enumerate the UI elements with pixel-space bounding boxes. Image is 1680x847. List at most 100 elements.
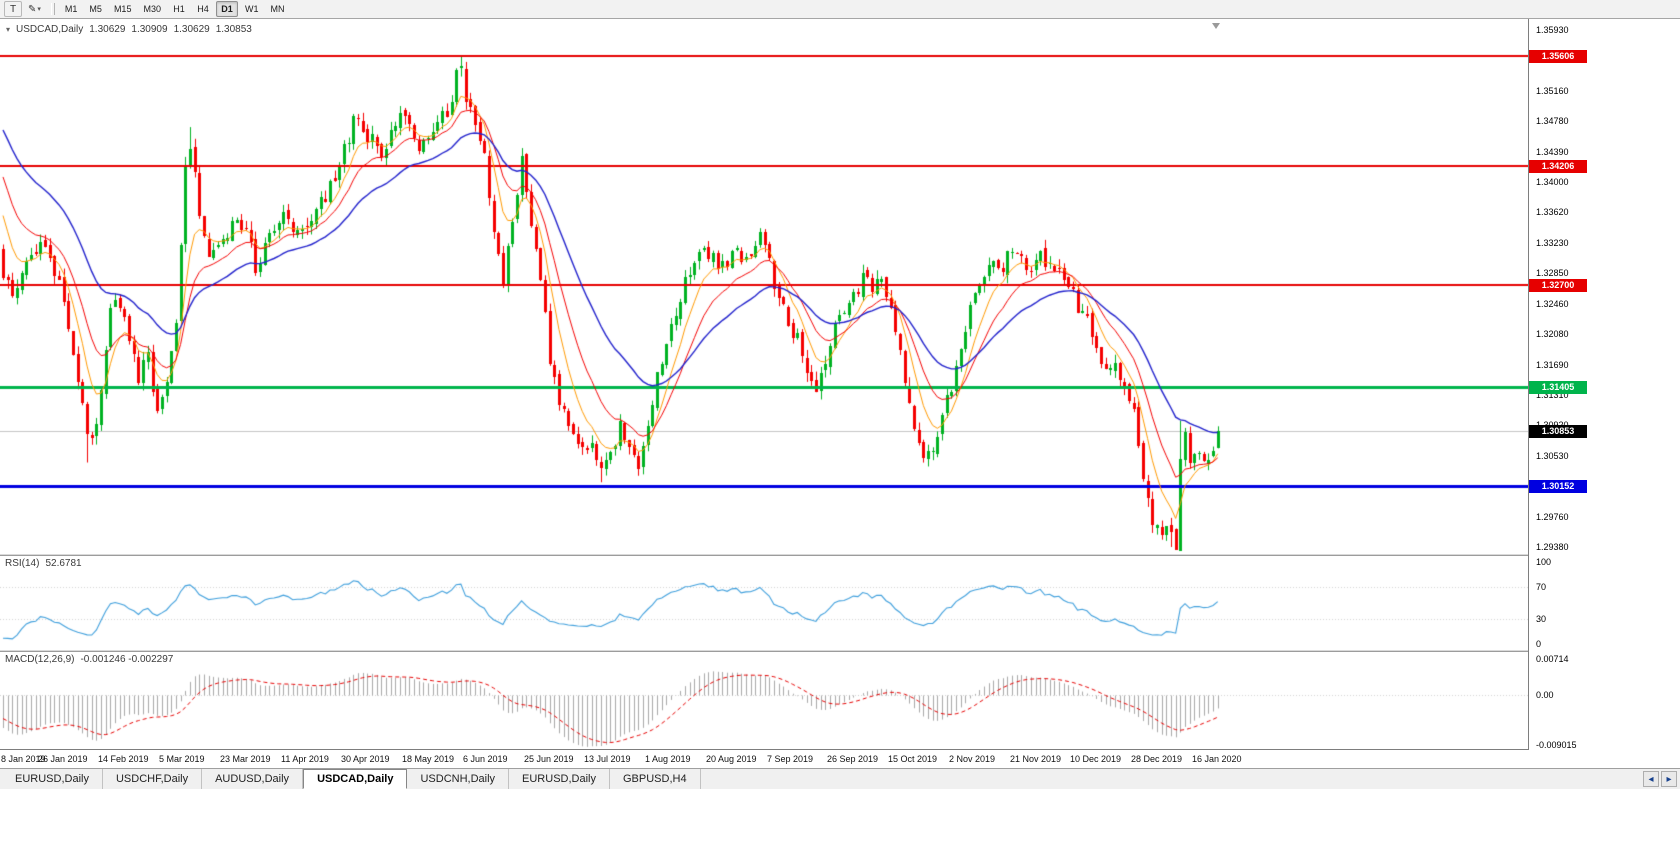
time-axis-label: 14 Feb 2019: [98, 754, 149, 764]
drawing-tool-icon[interactable]: ✎ ▾: [24, 1, 45, 17]
chevron-down-icon: ▾: [37, 6, 41, 13]
level-price-label: 1.32700: [1529, 279, 1587, 292]
level-price-label: 1.30152: [1529, 480, 1587, 493]
chart-tab-usdchf-daily[interactable]: USDCHF,Daily: [103, 769, 203, 789]
time-axis-label: 10 Dec 2019: [1070, 754, 1122, 764]
time-axis-label: 11 Apr 2019: [281, 754, 329, 764]
time-axis-label: 21 Nov 2019: [1010, 754, 1062, 764]
chart-title: ▾ USDCAD,Daily 1.30629 1.30909 1.30629 1…: [6, 24, 252, 35]
axis-tick-label: 1.29380: [1536, 542, 1569, 552]
chart-tab-audusd-daily[interactable]: AUDUSD,Daily: [202, 769, 304, 789]
time-axis-separator: [0, 749, 1680, 750]
tab-scroll-buttons: ◂ ▸: [1643, 771, 1677, 787]
time-axis-label: 8 Jan 2019: [1, 754, 46, 764]
axis-tick-label: 0.00714: [1536, 654, 1569, 664]
timeframe-button-h4[interactable]: H4: [192, 1, 214, 17]
ohlc-open: 1.30629: [89, 24, 126, 35]
rsi-indicator-value: 52.6781: [45, 558, 82, 569]
axis-tick-label: 1.34780: [1536, 116, 1569, 126]
time-axis-label: 5 Mar 2019: [159, 754, 205, 764]
chart-tab-gbpusd-h4[interactable]: GBPUSD,H4: [610, 769, 701, 789]
axis-tick-label: 1.35930: [1536, 25, 1569, 35]
pencil-icon: ✎: [28, 3, 37, 15]
chart-tab-usdcnh-daily[interactable]: USDCNH,Daily: [407, 769, 510, 789]
axis-tick-label: 1.33230: [1536, 238, 1569, 248]
macd-canvas[interactable]: [0, 652, 1528, 749]
timeframe-button-h1[interactable]: H1: [168, 1, 190, 17]
axis-tick-label: 1.33620: [1536, 207, 1569, 217]
macd-indicator-name: MACD(12,26,9): [5, 654, 75, 665]
axis-tick-label: 100: [1536, 557, 1552, 567]
current-price-label: 1.30853: [1529, 425, 1587, 438]
tab-bar: EURUSD,Daily USDCHF,Daily AUDUSD,Daily USDC…: [0, 768, 1680, 789]
chart-symbol-title: USDCAD,Daily: [16, 24, 84, 35]
axis-tick-label: 0: [1536, 639, 1542, 649]
time-axis-label: 1 Aug 2019: [645, 754, 691, 764]
chart-tab-usdcad-daily[interactable]: USDCAD,Daily: [303, 769, 408, 789]
timeframe-button-mn[interactable]: MN: [265, 1, 289, 17]
axis-tick-label: 1.29760: [1536, 512, 1569, 522]
chart-shift-marker[interactable]: [1212, 23, 1220, 29]
window-background: [0, 789, 1680, 847]
time-axis-label: 23 Mar 2019: [220, 754, 271, 764]
time-axis-label: 30 Apr 2019: [341, 754, 390, 764]
macd-label: MACD(12,26,9) -0.001246 -0.002297: [5, 654, 173, 665]
time-axis-label: 13 Jul 2019: [584, 754, 631, 764]
rsi-indicator-name: RSI(14): [5, 558, 40, 569]
price-chart-canvas[interactable]: [0, 23, 1528, 554]
timeframe-button-m1[interactable]: M1: [60, 1, 83, 17]
time-axis-label: 26 Jan 2019: [38, 754, 88, 764]
timeframe-button-d1[interactable]: D1: [215, 1, 238, 17]
time-axis-label: 15 Oct 2019: [888, 754, 938, 764]
axis-tick-label: 1.32850: [1536, 268, 1569, 278]
axis-tick-label: 1.31690: [1536, 360, 1569, 370]
level-price-label: 1.31405: [1529, 381, 1587, 394]
axis-tick-label: 1.32080: [1536, 329, 1569, 339]
timeframe-buttons: M1 M5 M15 M30 H1 H4 D1 W1 MN: [59, 1, 291, 17]
tab-scroll-right-icon[interactable]: ▸: [1661, 771, 1677, 787]
time-axis-label: 28 Dec 2019: [1131, 754, 1183, 764]
timeframe-button-m15[interactable]: M15: [109, 1, 137, 17]
tab-scroll-left-icon[interactable]: ◂: [1643, 771, 1659, 787]
timeframe-button-m30[interactable]: M30: [138, 1, 166, 17]
chart-window-icon[interactable]: T: [4, 1, 22, 17]
time-axis-label: 26 Sep 2019: [827, 754, 879, 764]
axis-tick-label: 1.32460: [1536, 299, 1569, 309]
timeframe-button-w1[interactable]: W1: [240, 1, 264, 17]
toolbar: T ✎ ▾ M1 M5 M15 M30 H1 H4 D1 W1 MN: [0, 0, 1680, 19]
time-axis-label: 25 Jun 2019: [524, 754, 574, 764]
pane-divider[interactable]: [0, 650, 1680, 652]
price-axis[interactable]: 1.35930 1.35160 1.34780 1.34390 1.34000 1.336…: [1528, 19, 1680, 750]
axis-tick-label: 1.31310: [1536, 390, 1569, 400]
chart-tab-eurusd-daily[interactable]: EURUSD,Daily: [2, 769, 103, 789]
ohlc-low: 1.30629: [173, 24, 210, 35]
rsi-label: RSI(14) 52.6781: [5, 558, 82, 569]
level-price-label: 1.34206: [1529, 160, 1587, 173]
time-axis-label: 2 Nov 2019: [949, 754, 996, 764]
time-axis-label: 7 Sep 2019: [767, 754, 814, 764]
collapse-arrow-icon[interactable]: ▾: [6, 25, 11, 34]
time-axis-label: 16 Jan 2020: [1192, 754, 1242, 764]
axis-tick-label: 70: [1536, 582, 1547, 592]
chart-tabs: EURUSD,Daily USDCHF,Daily AUDUSD,Daily USDC…: [2, 769, 701, 789]
axis-tick-label: 30: [1536, 614, 1547, 624]
axis-tick-label: -0.009015: [1536, 740, 1577, 750]
rsi-canvas[interactable]: [0, 556, 1528, 650]
pane-divider[interactable]: [0, 554, 1680, 556]
ohlc-close: 1.30853: [215, 24, 252, 35]
axis-tick-label: 1.34390: [1536, 147, 1569, 157]
level-price-label: 1.35606: [1529, 50, 1587, 63]
chart-tab-eurusd-daily[interactable]: EURUSD,Daily: [509, 769, 610, 789]
axis-tick-label: 1.35160: [1536, 86, 1569, 96]
time-axis-label: 20 Aug 2019: [706, 754, 757, 764]
time-axis[interactable]: 8 Jan 2019 26 Jan 2019 14 Feb 2019 5 Mar 20…: [0, 750, 1528, 768]
axis-tick-label: 0.00: [1536, 690, 1554, 700]
time-axis-label: 6 Jun 2019: [463, 754, 508, 764]
chart-window-icon-glyph: T: [9, 3, 17, 15]
macd-indicator-values: -0.001246 -0.002297: [80, 654, 174, 665]
axis-tick-label: 1.34000: [1536, 177, 1569, 187]
toolbar-separator: [50, 3, 55, 15]
time-axis-label: 18 May 2019: [402, 754, 455, 764]
axis-tick-label: 1.30530: [1536, 451, 1569, 461]
timeframe-button-m5[interactable]: M5: [84, 1, 107, 17]
